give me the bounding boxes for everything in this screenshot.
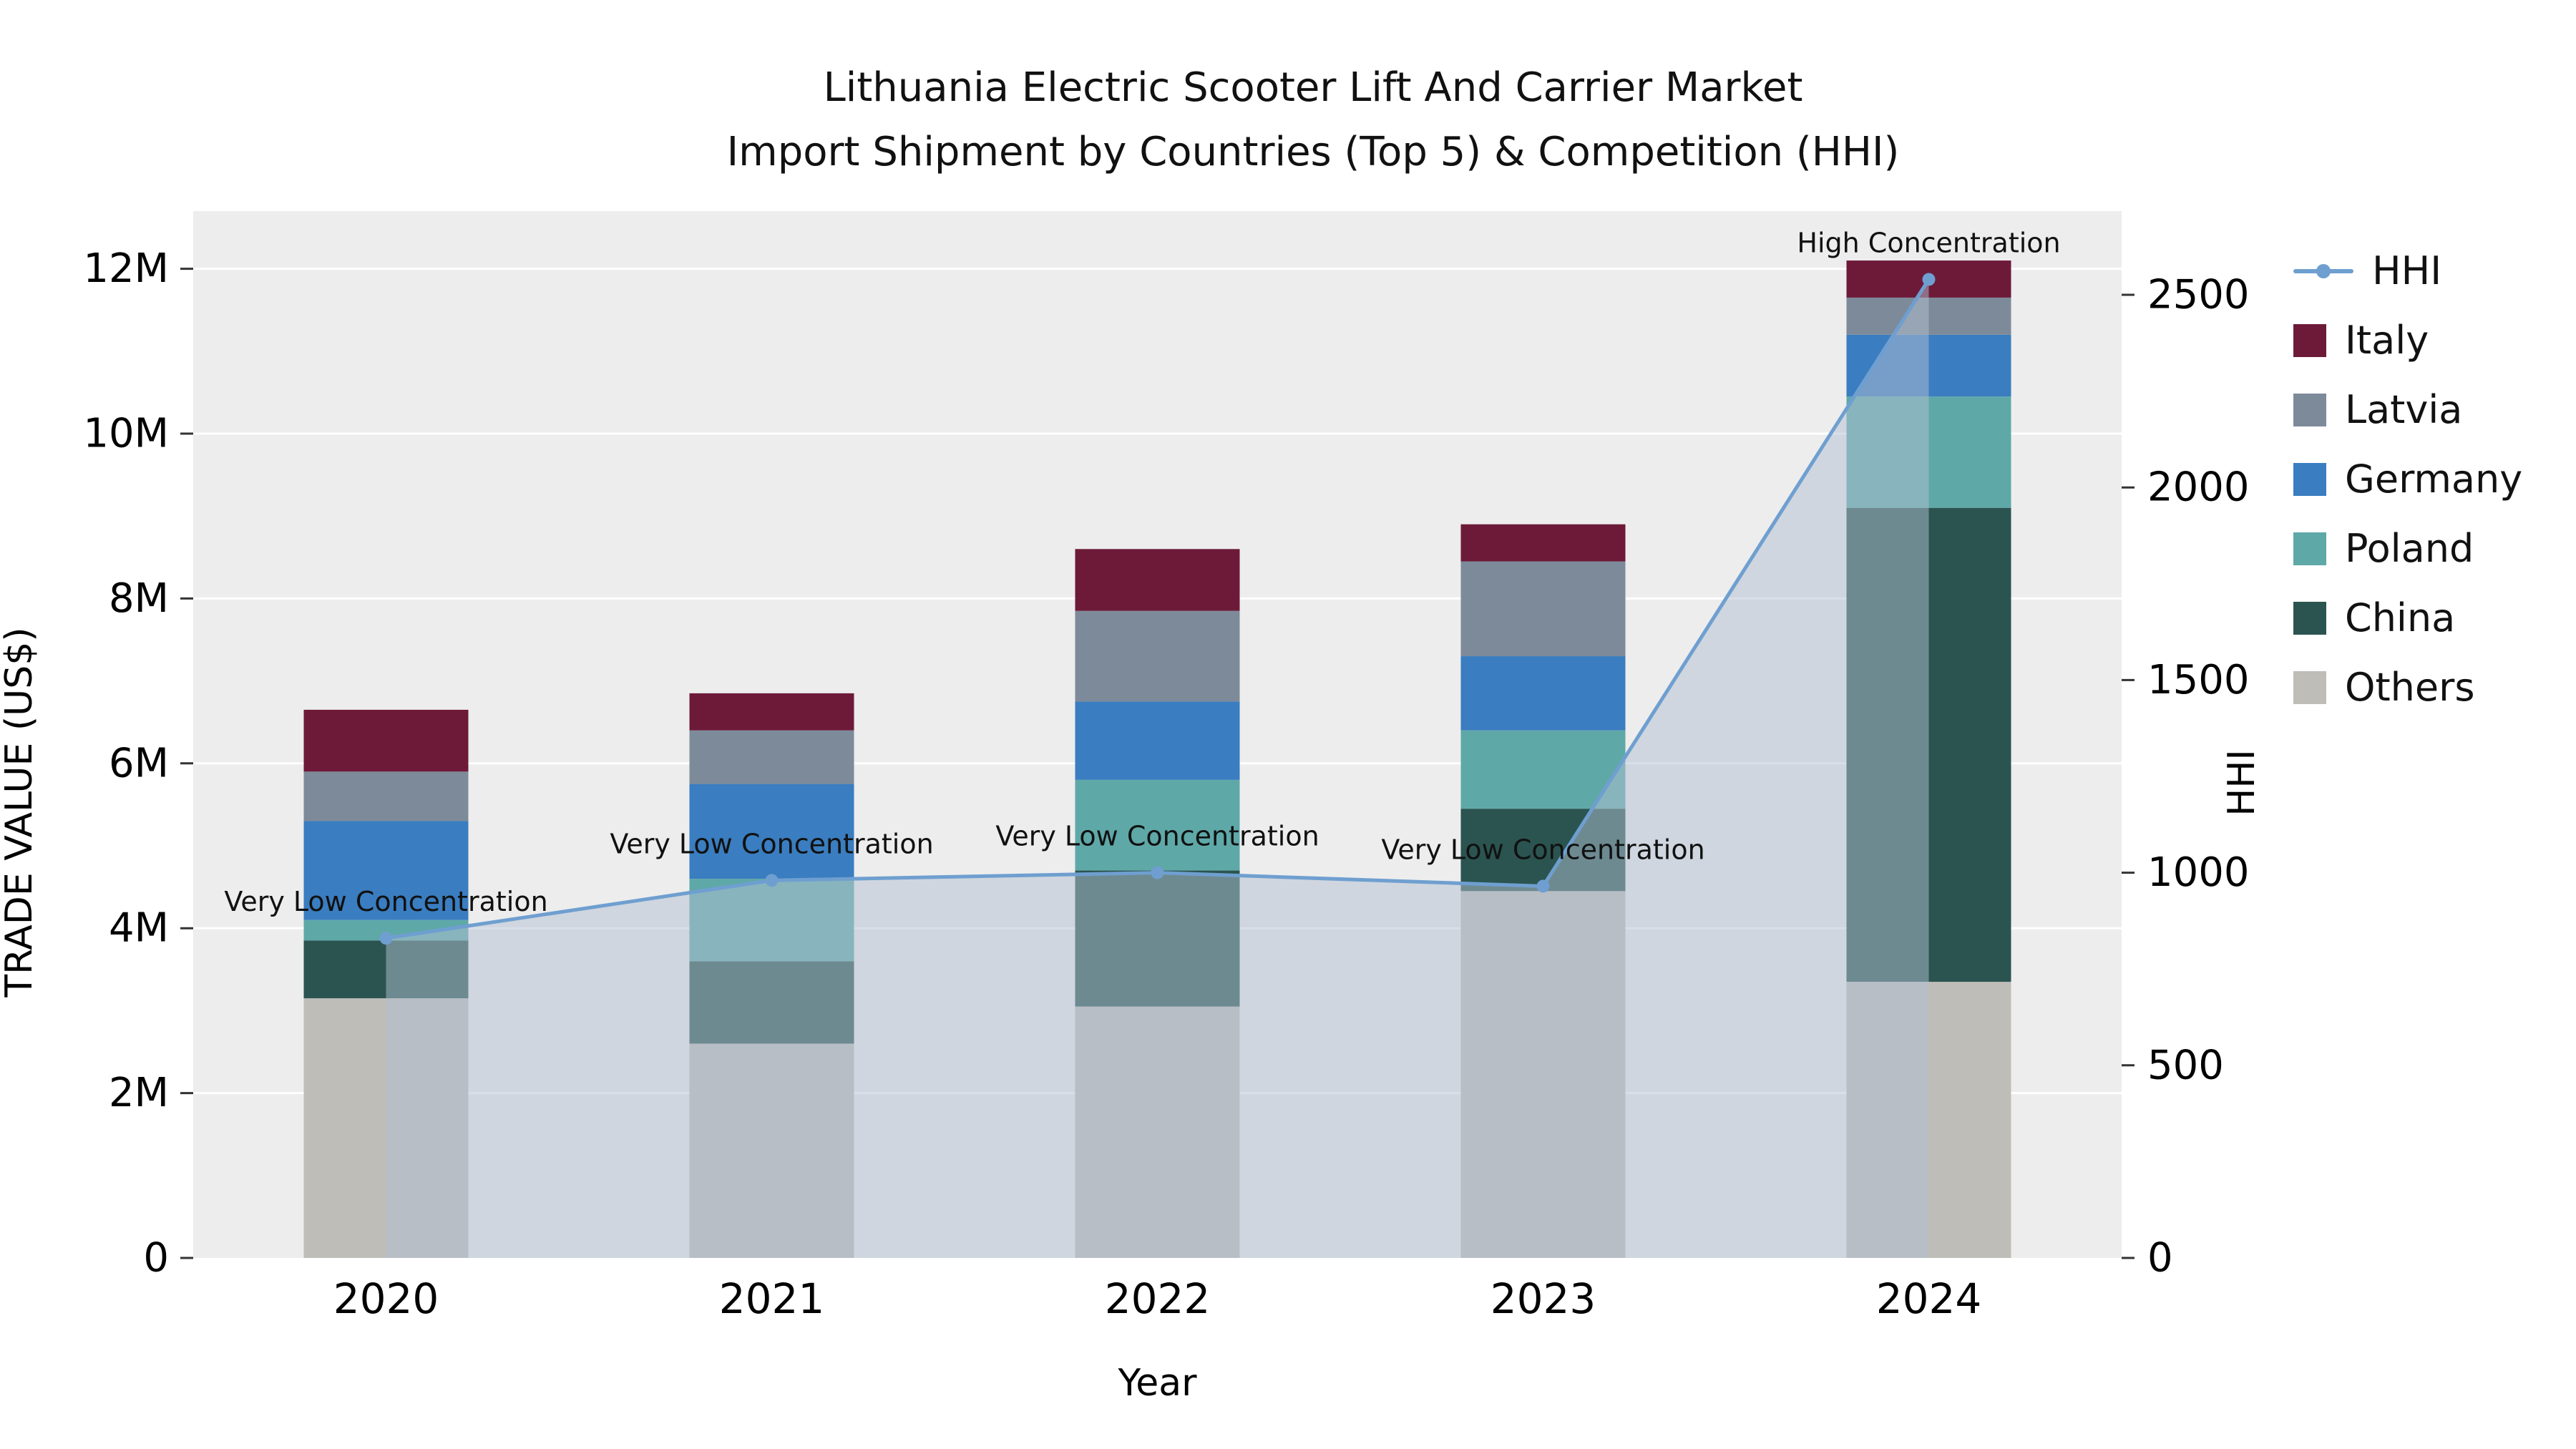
left-axis-title: TRADE VALUE (US$) bbox=[0, 627, 41, 997]
legend-label-latvia: Latvia bbox=[2345, 387, 2463, 432]
hhi-annotation-2024: High Concentration bbox=[1797, 227, 2060, 258]
left-tick-label-0: 0 bbox=[143, 1235, 169, 1282]
hhi-marker-2022 bbox=[1151, 866, 1164, 879]
right-tick-label-500: 500 bbox=[2147, 1042, 2224, 1088]
left-tick-label-4M: 4M bbox=[109, 905, 169, 952]
left-tick-label-8M: 8M bbox=[109, 575, 169, 622]
legend-label-china: China bbox=[2345, 595, 2456, 640]
hhi-marker-2021 bbox=[765, 874, 779, 887]
bar-segment-italy-2023 bbox=[1460, 524, 1626, 562]
x-tick-label-2020: 2020 bbox=[333, 1274, 439, 1323]
bar-segment-germany-2020 bbox=[303, 821, 469, 920]
hhi-marker-2024 bbox=[1922, 273, 1936, 286]
legend-label-hhi: HHI bbox=[2372, 248, 2442, 293]
left-tick-label-12M: 12M bbox=[83, 245, 169, 292]
hhi-annotation-2023: Very Low Concentration bbox=[1381, 834, 1704, 865]
hhi-marker-2020 bbox=[379, 932, 393, 945]
chart-title: Lithuania Electric Scooter Lift And Carr… bbox=[21, 56, 2576, 185]
poland-swatch-icon bbox=[2293, 532, 2326, 565]
hhi-area bbox=[386, 279, 1929, 1258]
hhi-marker-2023 bbox=[1536, 879, 1550, 893]
hhi-line-icon bbox=[2293, 255, 2353, 288]
x-tick-label-2024: 2024 bbox=[1876, 1274, 1982, 1323]
right-tick-label-2000: 2000 bbox=[2147, 464, 2250, 511]
hhi-annotation-2022: Very Low Concentration bbox=[995, 821, 1319, 852]
bar-segment-latvia-2020 bbox=[303, 771, 469, 821]
bar-segment-germany-2021 bbox=[689, 784, 854, 879]
legend-item-china: China bbox=[2293, 583, 2522, 653]
legend-item-hhi: HHI bbox=[2293, 236, 2522, 306]
legend-label-italy: Italy bbox=[2345, 318, 2429, 363]
bar-segment-poland-2022 bbox=[1075, 779, 1240, 871]
right-tick-label-0: 0 bbox=[2147, 1235, 2173, 1282]
x-axis-title: Year bbox=[1117, 1362, 1197, 1405]
legend-item-poland: Poland bbox=[2293, 514, 2522, 583]
right-tick-label-2500: 2500 bbox=[2147, 272, 2250, 318]
bar-segment-germany-2022 bbox=[1075, 701, 1240, 780]
bar-segment-italy-2021 bbox=[689, 693, 854, 731]
x-tick-label-2022: 2022 bbox=[1105, 1274, 1211, 1323]
hhi-annotation-2021: Very Low Concentration bbox=[610, 828, 933, 859]
left-tick-label-6M: 6M bbox=[109, 740, 169, 786]
china-swatch-icon bbox=[2293, 601, 2326, 635]
x-tick-label-2021: 2021 bbox=[719, 1274, 825, 1323]
chart-title-line1: Lithuania Electric Scooter Lift And Carr… bbox=[823, 64, 1803, 111]
right-axis-title: HHI bbox=[2220, 749, 2263, 816]
legend-item-italy: Italy bbox=[2293, 306, 2522, 375]
latvia-swatch-icon bbox=[2293, 393, 2326, 426]
x-tick-label-2023: 2023 bbox=[1491, 1274, 1596, 1323]
bar-segment-latvia-2021 bbox=[689, 730, 854, 784]
bar-segment-italy-2020 bbox=[303, 709, 469, 772]
bar-segment-poland-2023 bbox=[1460, 730, 1626, 809]
italy-swatch-icon bbox=[2293, 323, 2326, 357]
legend-item-others: Others bbox=[2293, 653, 2522, 722]
chart-title-line2: Import Shipment by Countries (Top 5) & C… bbox=[726, 129, 1900, 175]
left-tick-label-10M: 10M bbox=[83, 411, 169, 457]
others-swatch-icon bbox=[2293, 670, 2326, 704]
left-tick-label-2M: 2M bbox=[109, 1070, 169, 1116]
bar-segment-latvia-2022 bbox=[1075, 610, 1240, 702]
legend-item-germany: Germany bbox=[2293, 444, 2522, 514]
germany-swatch-icon bbox=[2293, 462, 2326, 496]
legend: HHI Italy Latvia Germany Poland China Others bbox=[2293, 236, 2522, 722]
right-tick-label-1000: 1000 bbox=[2147, 849, 2250, 896]
right-tick-label-1500: 1500 bbox=[2147, 657, 2250, 703]
legend-label-others: Others bbox=[2345, 665, 2475, 710]
legend-label-germany: Germany bbox=[2345, 457, 2523, 502]
bar-segment-italy-2022 bbox=[1075, 549, 1240, 611]
bar-segment-latvia-2023 bbox=[1460, 561, 1626, 657]
hhi-annotation-2020: Very Low Concentration bbox=[224, 886, 547, 917]
legend-label-poland: Poland bbox=[2345, 526, 2474, 571]
legend-item-latvia: Latvia bbox=[2293, 375, 2522, 444]
bar-segment-germany-2023 bbox=[1460, 656, 1626, 731]
